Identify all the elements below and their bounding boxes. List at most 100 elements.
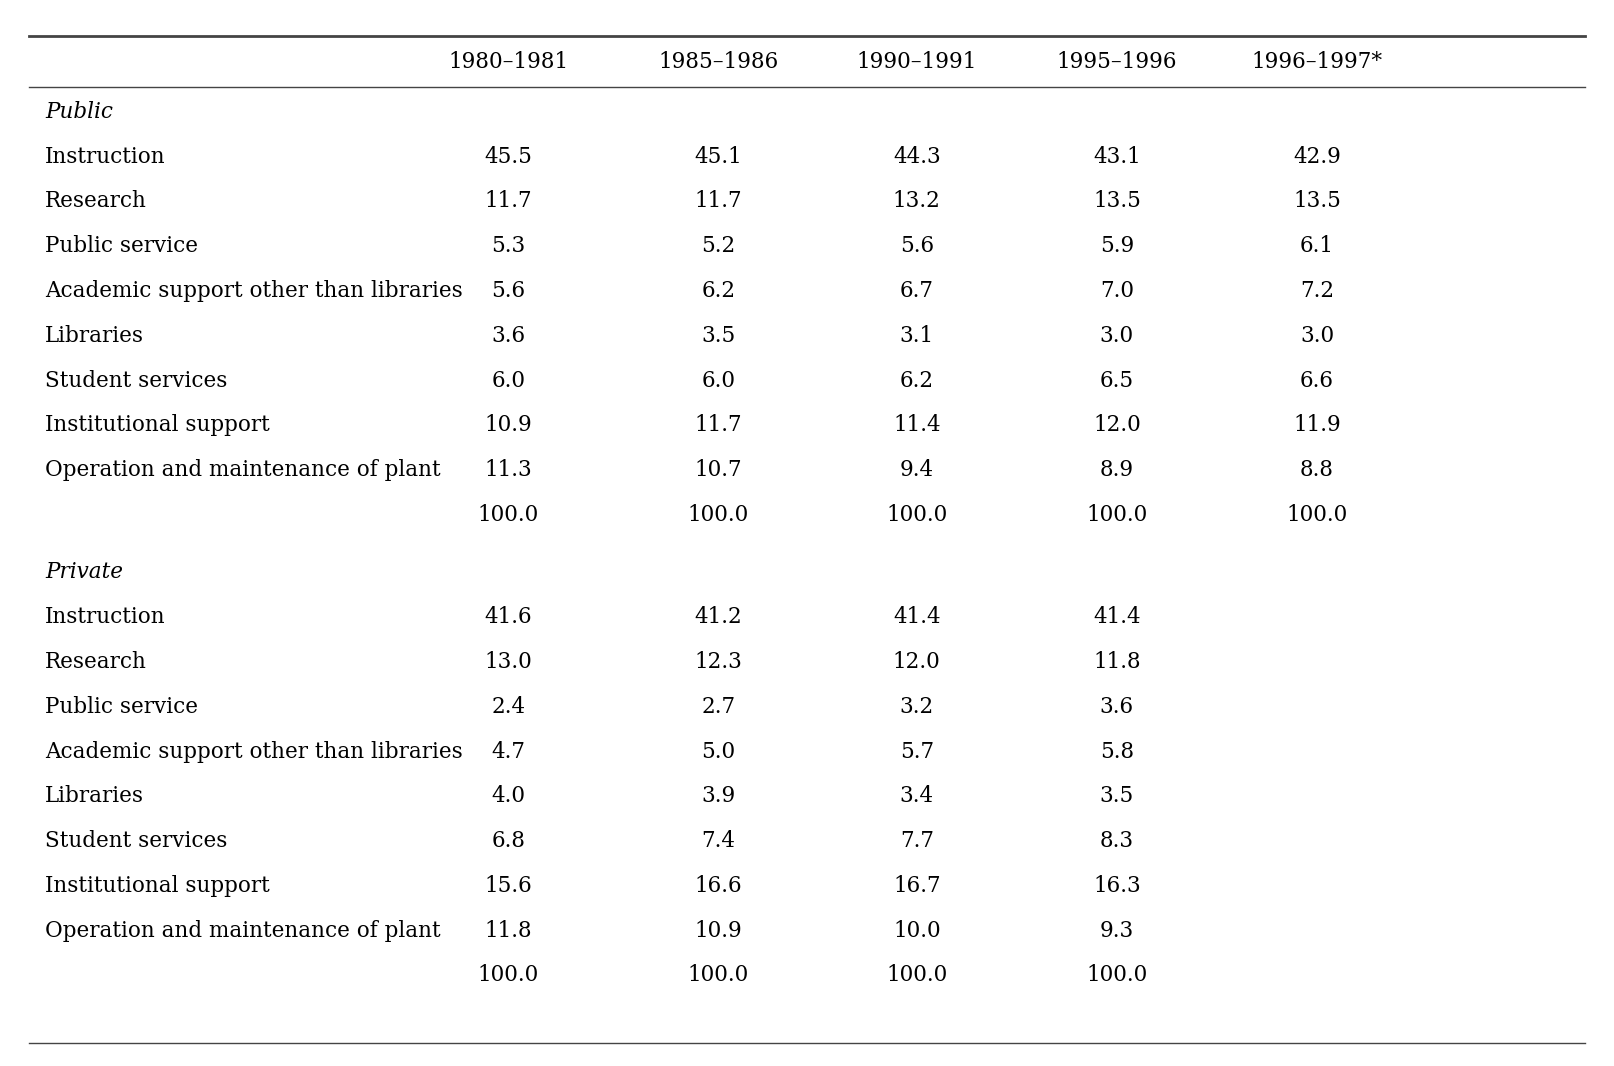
Text: 16.7: 16.7 xyxy=(893,875,941,897)
Text: 4.0: 4.0 xyxy=(491,786,526,807)
Text: 11.4: 11.4 xyxy=(893,415,941,436)
Text: 3.6: 3.6 xyxy=(1099,696,1135,717)
Text: 11.8: 11.8 xyxy=(484,920,533,941)
Text: Libraries: Libraries xyxy=(45,786,144,807)
Text: Academic support other than libraries: Academic support other than libraries xyxy=(45,741,463,762)
Text: 7.4: 7.4 xyxy=(700,830,736,852)
Text: 11.7: 11.7 xyxy=(694,415,742,436)
Text: 9.4: 9.4 xyxy=(899,459,935,481)
Text: 11.8: 11.8 xyxy=(1093,651,1141,673)
Text: Institutional support: Institutional support xyxy=(45,415,270,436)
Text: 45.5: 45.5 xyxy=(484,146,533,167)
Text: 3.6: 3.6 xyxy=(491,325,526,346)
Text: Public: Public xyxy=(45,101,113,123)
Text: 45.1: 45.1 xyxy=(694,146,742,167)
Text: 5.2: 5.2 xyxy=(700,236,736,257)
Text: 44.3: 44.3 xyxy=(893,146,941,167)
Text: 100.0: 100.0 xyxy=(478,504,539,526)
Text: 3.9: 3.9 xyxy=(700,786,736,807)
Text: 2.4: 2.4 xyxy=(491,696,526,717)
Text: 4.7: 4.7 xyxy=(491,741,526,762)
Text: 6.1: 6.1 xyxy=(1299,236,1335,257)
Text: 9.3: 9.3 xyxy=(1099,920,1135,941)
Text: 13.2: 13.2 xyxy=(893,191,941,212)
Text: 11.9: 11.9 xyxy=(1293,415,1341,436)
Text: Institutional support: Institutional support xyxy=(45,875,270,897)
Text: 3.1: 3.1 xyxy=(899,325,935,346)
Text: 5.6: 5.6 xyxy=(491,280,526,302)
Text: 5.6: 5.6 xyxy=(899,236,935,257)
Text: 6.8: 6.8 xyxy=(491,830,526,852)
Text: 100.0: 100.0 xyxy=(688,965,749,986)
Text: 100.0: 100.0 xyxy=(1086,504,1148,526)
Text: 3.0: 3.0 xyxy=(1099,325,1135,346)
Text: 6.2: 6.2 xyxy=(899,370,935,391)
Text: 6.7: 6.7 xyxy=(899,280,935,302)
Text: Student services: Student services xyxy=(45,370,228,391)
Text: 12.0: 12.0 xyxy=(1093,415,1141,436)
Text: 100.0: 100.0 xyxy=(688,504,749,526)
Text: Research: Research xyxy=(45,191,147,212)
Text: 10.9: 10.9 xyxy=(694,920,742,941)
Text: 100.0: 100.0 xyxy=(478,965,539,986)
Text: 7.7: 7.7 xyxy=(899,830,935,852)
Text: 6.6: 6.6 xyxy=(1299,370,1335,391)
Text: 5.0: 5.0 xyxy=(700,741,736,762)
Text: 5.8: 5.8 xyxy=(1099,741,1135,762)
Text: 3.0: 3.0 xyxy=(1299,325,1335,346)
Text: Instruction: Instruction xyxy=(45,607,166,628)
Text: 12.0: 12.0 xyxy=(893,651,941,673)
Text: 8.9: 8.9 xyxy=(1099,459,1135,481)
Text: Operation and maintenance of plant: Operation and maintenance of plant xyxy=(45,459,441,481)
Text: Research: Research xyxy=(45,651,147,673)
Text: 13.5: 13.5 xyxy=(1293,191,1341,212)
Text: 3.2: 3.2 xyxy=(899,696,935,717)
Text: 3.4: 3.4 xyxy=(899,786,935,807)
Text: 7.2: 7.2 xyxy=(1299,280,1335,302)
Text: 1985–1986: 1985–1986 xyxy=(659,51,778,72)
Text: 5.9: 5.9 xyxy=(1099,236,1135,257)
Text: 43.1: 43.1 xyxy=(1093,146,1141,167)
Text: 13.0: 13.0 xyxy=(484,651,533,673)
Text: 5.7: 5.7 xyxy=(899,741,935,762)
Text: 1980–1981: 1980–1981 xyxy=(449,51,568,72)
Text: Private: Private xyxy=(45,562,123,583)
Text: 6.2: 6.2 xyxy=(700,280,736,302)
Text: Operation and maintenance of plant: Operation and maintenance of plant xyxy=(45,920,441,941)
Text: 6.0: 6.0 xyxy=(491,370,526,391)
Text: 11.7: 11.7 xyxy=(484,191,533,212)
Text: 10.9: 10.9 xyxy=(484,415,533,436)
Text: 1996–1997*: 1996–1997* xyxy=(1251,51,1383,72)
Text: 15.6: 15.6 xyxy=(484,875,533,897)
Text: 16.3: 16.3 xyxy=(1093,875,1141,897)
Text: 8.3: 8.3 xyxy=(1099,830,1135,852)
Text: 8.8: 8.8 xyxy=(1299,459,1335,481)
Text: 13.5: 13.5 xyxy=(1093,191,1141,212)
Text: 3.5: 3.5 xyxy=(700,325,736,346)
Text: 41.4: 41.4 xyxy=(893,607,941,628)
Text: 16.6: 16.6 xyxy=(694,875,742,897)
Text: Public service: Public service xyxy=(45,696,199,717)
Text: 100.0: 100.0 xyxy=(1286,504,1348,526)
Text: Student services: Student services xyxy=(45,830,228,852)
Text: 5.3: 5.3 xyxy=(491,236,526,257)
Text: 1995–1996: 1995–1996 xyxy=(1057,51,1177,72)
Text: 10.7: 10.7 xyxy=(694,459,742,481)
Text: 2.7: 2.7 xyxy=(700,696,736,717)
Text: 12.3: 12.3 xyxy=(694,651,742,673)
Text: 100.0: 100.0 xyxy=(886,504,947,526)
Text: 6.5: 6.5 xyxy=(1099,370,1135,391)
Text: 11.7: 11.7 xyxy=(694,191,742,212)
Text: Public service: Public service xyxy=(45,236,199,257)
Text: Libraries: Libraries xyxy=(45,325,144,346)
Text: Instruction: Instruction xyxy=(45,146,166,167)
Text: 7.0: 7.0 xyxy=(1099,280,1135,302)
Text: 41.6: 41.6 xyxy=(484,607,533,628)
Text: 100.0: 100.0 xyxy=(1086,965,1148,986)
Text: 6.0: 6.0 xyxy=(700,370,736,391)
Text: 41.4: 41.4 xyxy=(1093,607,1141,628)
Text: 1990–1991: 1990–1991 xyxy=(857,51,976,72)
Text: 100.0: 100.0 xyxy=(886,965,947,986)
Text: Academic support other than libraries: Academic support other than libraries xyxy=(45,280,463,302)
Text: 42.9: 42.9 xyxy=(1293,146,1341,167)
